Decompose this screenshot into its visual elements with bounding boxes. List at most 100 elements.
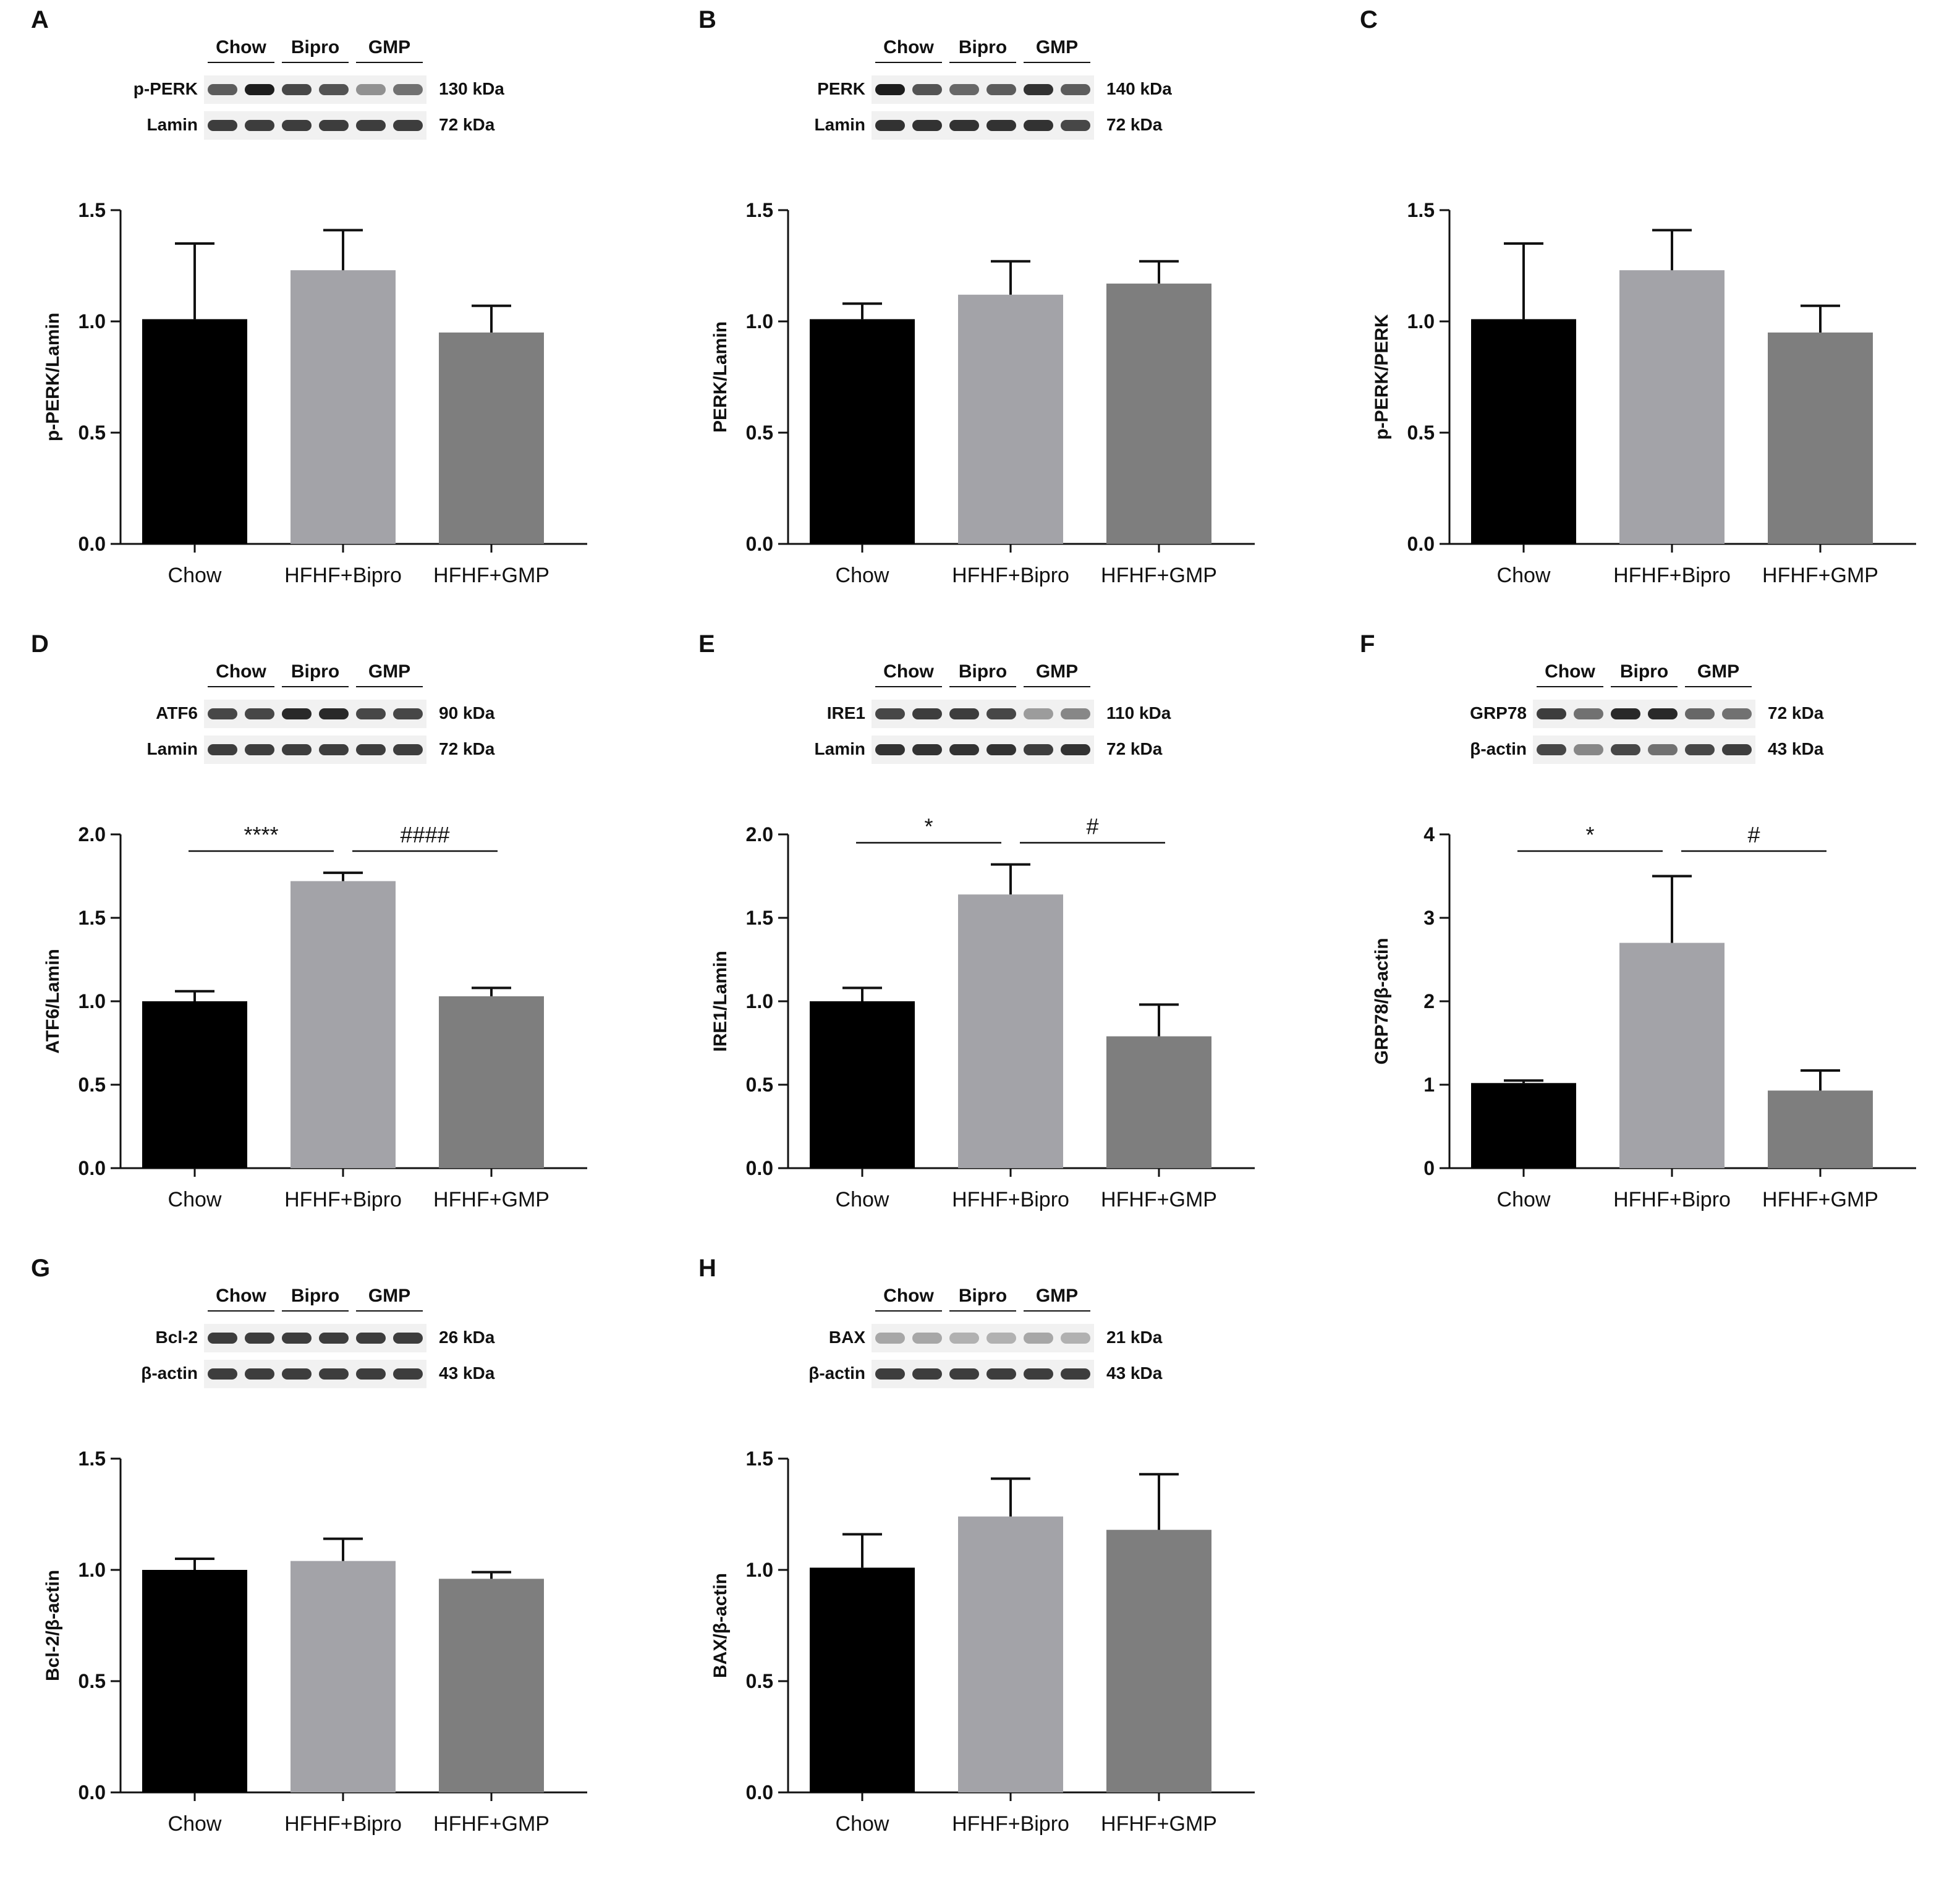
blot-group-label: Bipro <box>291 37 340 57</box>
panel-letter: E <box>698 630 715 658</box>
blot-group-line <box>356 1310 423 1312</box>
blot-row-label: GRP78 <box>1470 703 1527 723</box>
x-tick-label: Chow <box>168 564 222 587</box>
panel-B: B Chow Bipro GMP PERK 140 kDa Lamin 72 kDa 0.0 0.… <box>698 6 1317 624</box>
blot-band <box>949 1333 979 1344</box>
blot-band <box>912 84 942 95</box>
blot-band <box>319 84 349 95</box>
bar-HFHF+Bipro <box>958 894 1063 1168</box>
blot-band <box>393 1333 423 1344</box>
x-tick-label: HFHF+Bipro <box>952 1188 1069 1211</box>
y-tick-label: 2 <box>1423 990 1435 1012</box>
x-tick-label: HFHF+GMP <box>1101 564 1217 587</box>
blot-row-label: Lamin <box>814 115 865 134</box>
bar-HFHF+Bipro <box>291 1561 396 1792</box>
x-tick-label: Chow <box>168 1188 222 1211</box>
y-tick-label: 4 <box>1423 823 1435 846</box>
blot-group-label: GMP <box>368 1286 411 1306</box>
panel-E: E Chow Bipro GMP IRE1 110 kDa Lamin 72 kDa 0.0 0.… <box>698 630 1317 1248</box>
blot-group-line <box>282 686 349 687</box>
blot-band <box>1685 708 1715 719</box>
panel-D: D Chow Bipro GMP ATF6 90 kDa Lamin 72 kDa 0.0 0.5… <box>31 630 649 1248</box>
bar-chart: 0.0 0.5 1.0 1.5 p-PERK/PERK Chow HFHF+Bipro HFH… <box>1372 199 1916 587</box>
blot-band <box>282 744 312 755</box>
panel-letter: C <box>1360 6 1378 33</box>
blot-kda-label: 43 kDa <box>439 1363 495 1383</box>
blot-group-label: Chow <box>216 1286 266 1306</box>
blot-band <box>319 744 349 755</box>
significance-label: * <box>924 814 933 839</box>
blot-group-line <box>875 686 942 687</box>
panel-letter: H <box>698 1255 716 1282</box>
y-tick-label: 0.0 <box>746 1781 773 1804</box>
bar-HFHF+GMP <box>439 333 544 544</box>
y-tick-label: 1.5 <box>746 907 773 929</box>
blot-band <box>1648 744 1678 755</box>
blot-group-line <box>282 62 349 63</box>
y-axis-label: BAX/β-actin <box>710 1573 731 1678</box>
blot-band <box>282 1333 312 1344</box>
blot-strip <box>204 700 426 728</box>
blot-band <box>1722 708 1752 719</box>
y-tick-label: 0.5 <box>746 422 773 444</box>
blot-band <box>319 1368 349 1380</box>
blot-band <box>393 744 423 755</box>
blot-group-line <box>1685 686 1752 687</box>
blot-band <box>1061 1368 1090 1380</box>
blot-band <box>912 744 942 755</box>
blot-band <box>1611 744 1640 755</box>
blot-band <box>282 120 312 131</box>
blot-band <box>986 120 1016 131</box>
blot-kda-label: 43 kDa <box>1106 1363 1163 1383</box>
y-axis-label: p-PERK/PERK <box>1372 314 1392 440</box>
western-blot: Chow Bipro GMP BAX 21 kDa β-actin 43 kDa <box>779 1286 1199 1409</box>
blot-row-label: Lamin <box>146 115 198 134</box>
x-tick-label: HFHF+GMP <box>433 1188 549 1211</box>
x-tick-label: HFHF+GMP <box>1762 1188 1878 1211</box>
blot-group-label: GMP <box>368 661 411 682</box>
blot-row-label: β-actin <box>808 1363 865 1383</box>
bar-chart: 0.0 0.5 1.0 1.5 p-PERK/Lamin Chow HFHF+Bipro HF… <box>43 199 587 587</box>
blot-strip <box>204 736 426 764</box>
y-tick-label: 2.0 <box>78 823 106 846</box>
western-blot: Chow Bipro GMP ATF6 90 kDa Lamin 72 kDa <box>111 661 532 785</box>
x-tick-label: HFHF+GMP <box>1101 1812 1217 1836</box>
bar-Chow <box>1471 1083 1576 1168</box>
bar-chart: 0.0 0.5 1.0 1.5 2.0 IRE1/Lamin Chow HFHF+Bipro H… <box>710 814 1255 1211</box>
bar-Chow <box>142 1001 247 1168</box>
blot-band <box>986 1333 1016 1344</box>
y-tick-label: 1.0 <box>746 990 773 1012</box>
blot-group-label: Chow <box>216 661 266 682</box>
x-tick-label: HFHF+Bipro <box>284 1812 402 1836</box>
blot-band <box>245 1368 274 1380</box>
bar-Chow <box>810 319 915 544</box>
y-tick-label: 1.5 <box>746 199 773 221</box>
bar-HFHF+GMP <box>1106 1530 1211 1792</box>
blot-strip <box>872 1360 1094 1388</box>
blot-kda-label: 21 kDa <box>1106 1328 1163 1347</box>
blot-kda-label: 43 kDa <box>1768 739 1824 758</box>
blot-band <box>949 708 979 719</box>
blot-row-label: β-actin <box>1470 739 1527 758</box>
blot-group-line <box>949 686 1016 687</box>
blot-group-line <box>356 62 423 63</box>
blot-group-line <box>1537 686 1603 687</box>
blot-band <box>356 744 386 755</box>
y-tick-label: 0.0 <box>746 533 773 555</box>
significance-label: #### <box>400 822 449 847</box>
blot-band <box>1574 744 1603 755</box>
blot-group-line <box>1611 686 1678 687</box>
blot-band <box>1537 744 1566 755</box>
significance-label: # <box>1747 822 1760 847</box>
blot-band <box>986 1368 1016 1380</box>
bar-chart: 0 1 2 3 4 GRP78/β-actin Chow HFHF+Bipro HFHF+GMP… <box>1372 822 1916 1211</box>
blot-kda-label: 72 kDa <box>439 739 495 758</box>
blot-strip <box>872 736 1094 764</box>
blot-band <box>949 84 979 95</box>
blot-strip <box>204 75 426 104</box>
y-tick-label: 1 <box>1423 1074 1435 1096</box>
blot-band <box>1061 744 1090 755</box>
blot-band <box>282 708 312 719</box>
blot-band <box>208 1368 237 1380</box>
y-tick-label: 1.5 <box>746 1448 773 1470</box>
